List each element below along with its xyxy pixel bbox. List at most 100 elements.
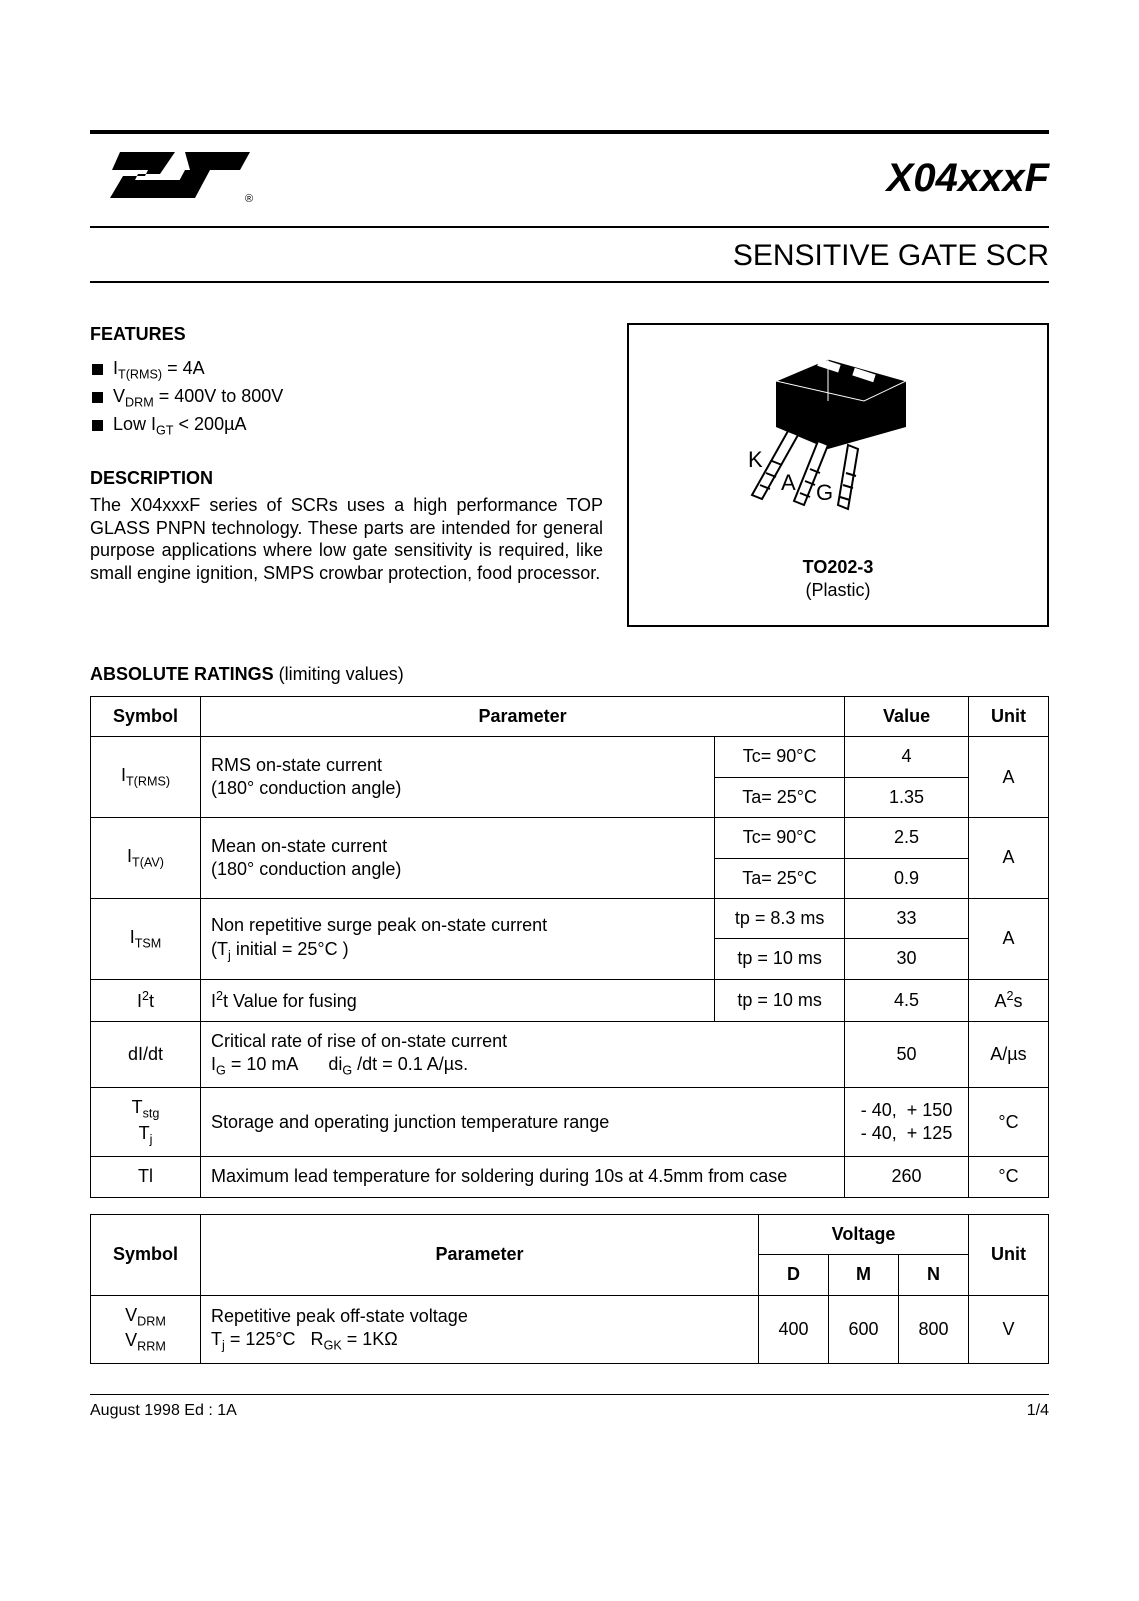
package-drawing-icon: K A G [718,341,958,547]
cell-symbol: TstgTj [91,1088,201,1157]
cell-value: - 40, + 150- 40, + 125 [845,1088,969,1157]
cell-value: 1.35 [845,777,969,817]
th-n: N [899,1255,969,1295]
footer-left: August 1998 Ed : 1A [90,1401,237,1422]
cell-value: 4.5 [845,979,969,1021]
cell-symbol: IT(RMS) [91,737,201,818]
description-body: The X04xxxF series of SCRs uses a high p… [90,494,603,584]
cell-condition: tp = 8.3 ms [715,898,845,938]
table-row: dI/dtCritical rate of rise of on-state c… [91,1022,1049,1088]
ratings-heading: ABSOLUTE RATINGS (limiting values) [90,663,1049,686]
absolute-ratings-table: Symbol Parameter Value Unit IT(RMS)RMS o… [90,696,1049,1198]
pin-k-label: K [748,447,763,472]
feature-text: Low IGT < 200µA [113,413,246,439]
table-row: TstgTjStorage and operating junction tem… [91,1088,1049,1157]
feature-item: IT(RMS) = 4A [92,357,603,383]
ratings-heading-rest: (limiting values) [274,664,404,684]
cell-unit: A [969,818,1049,899]
cell-n: 800 [899,1295,969,1364]
th-unit: Unit [969,696,1049,736]
feature-text: IT(RMS) = 4A [113,357,205,383]
cell-symbol: Tl [91,1157,201,1197]
rule [90,281,1049,283]
cell-condition: Tc= 90°C [715,737,845,777]
cell-parameter: I2t Value for fusing [201,979,715,1021]
cell-value: 4 [845,737,969,777]
cell-unit: A/µs [969,1022,1049,1088]
cell-parameter: Critical rate of rise of on-state curren… [201,1022,845,1088]
th-value: Value [845,696,969,736]
package-material: (Plastic) [803,579,874,602]
th-parameter: Parameter [201,696,845,736]
cell-unit: V [969,1295,1049,1364]
title-row: ® X04xxxF [90,134,1049,220]
cell-symbol: IT(AV) [91,818,201,899]
cell-parameter: Storage and operating junction temperatu… [201,1088,845,1157]
cell-unit: A2s [969,979,1049,1021]
th-voltage: Voltage [759,1214,969,1254]
cell-symbol: ITSM [91,898,201,979]
package-name: TO202-3 [803,556,874,579]
cell-symbol: dI/dt [91,1022,201,1088]
features-heading: FEATURES [90,323,603,346]
th-symbol: Symbol [91,1214,201,1295]
table-row: TlMaximum lead temperature for soldering… [91,1157,1049,1197]
cell-symbol: VDRMVRRM [91,1295,201,1364]
cell-parameter: Mean on-state current(180° conduction an… [201,818,715,899]
cell-value: 0.9 [845,858,969,898]
cell-value: 260 [845,1157,969,1197]
feature-item: VDRM = 400V to 800V [92,385,603,411]
cell-parameter: Maximum lead temperature for soldering d… [201,1157,845,1197]
cell-unit: A [969,898,1049,979]
cell-m: 600 [829,1295,899,1364]
cell-value: 30 [845,939,969,979]
cell-value: 2.5 [845,818,969,858]
features-list: IT(RMS) = 4AVDRM = 400V to 800VLow IGT <… [90,357,603,439]
ratings-tbody: IT(RMS)RMS on-state current(180° conduct… [91,737,1049,1197]
subtitle: SENSITIVE GATE SCR [90,228,1049,281]
top-content: FEATURES IT(RMS) = 4AVDRM = 400V to 800V… [90,323,1049,626]
cell-condition: tp = 10 ms [715,979,845,1021]
table-row: ITSMNon repetitive surge peak on-state c… [91,898,1049,938]
pin-g-label: G [816,480,833,505]
table-row: I2tI2t Value for fusingtp = 10 ms4.5A2s [91,979,1049,1021]
footer: August 1998 Ed : 1A 1/4 [90,1394,1049,1422]
th-symbol: Symbol [91,696,201,736]
svg-text:®: ® [245,193,253,205]
feature-text: VDRM = 400V to 800V [113,385,283,411]
bullet-icon [92,364,103,375]
cell-value: 50 [845,1022,969,1088]
th-d: D [759,1255,829,1295]
cell-value: 33 [845,898,969,938]
footer-right: 1/4 [1027,1401,1049,1422]
datasheet-page: ® X04xxxF SENSITIVE GATE SCR FEATURES IT… [0,0,1139,1462]
bullet-icon [92,420,103,431]
cell-d: 400 [759,1295,829,1364]
cell-unit: °C [969,1157,1049,1197]
package-box: K A G TO202-3 (Plastic) [627,323,1049,626]
st-logo-icon: ® [90,140,260,216]
description-heading: DESCRIPTION [90,467,603,490]
cell-unit: A [969,737,1049,818]
table-row: VDRMVRRM Repetitive peak off-state volta… [91,1295,1049,1364]
bullet-icon [92,392,103,403]
table-row: IT(RMS)RMS on-state current(180° conduct… [91,737,1049,777]
cell-condition: Tc= 90°C [715,818,845,858]
ratings-heading-bold: ABSOLUTE RATINGS [90,664,274,684]
th-m: M [829,1255,899,1295]
part-number: X04xxxF [887,152,1049,204]
cell-symbol: I2t [91,979,201,1021]
th-unit: Unit [969,1214,1049,1295]
cell-unit: °C [969,1088,1049,1157]
left-column: FEATURES IT(RMS) = 4AVDRM = 400V to 800V… [90,323,603,626]
cell-parameter: Non repetitive surge peak on-state curre… [201,898,715,979]
cell-condition: tp = 10 ms [715,939,845,979]
pin-a-label: A [781,470,796,495]
cell-condition: Ta= 25°C [715,858,845,898]
th-parameter: Parameter [201,1214,759,1295]
cell-condition: Ta= 25°C [715,777,845,817]
cell-parameter: Repetitive peak off-state voltageTj = 12… [201,1295,759,1364]
cell-parameter: RMS on-state current(180° conduction ang… [201,737,715,818]
feature-item: Low IGT < 200µA [92,413,603,439]
voltage-table: Symbol Parameter Voltage Unit D M N VDRM… [90,1214,1049,1365]
